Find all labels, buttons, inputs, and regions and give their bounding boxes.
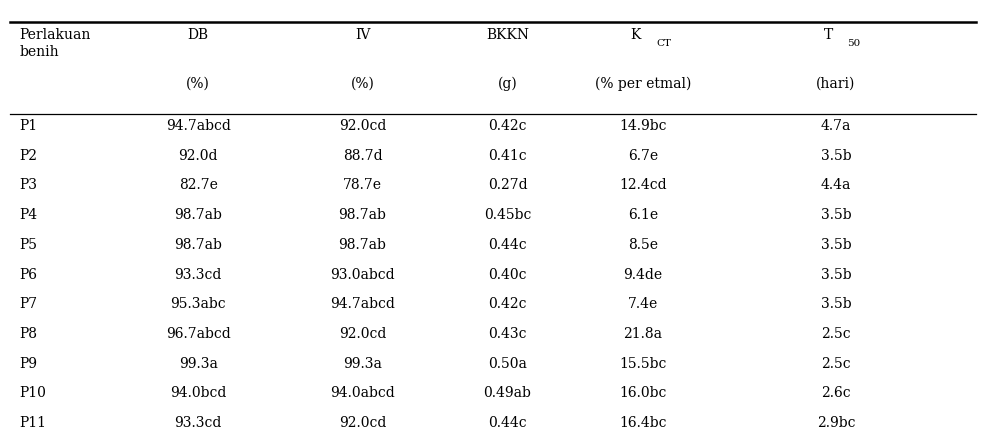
Text: 99.3a: 99.3a [343, 357, 382, 371]
Text: 0.41c: 0.41c [488, 149, 527, 163]
Text: 16.0bc: 16.0bc [619, 387, 667, 401]
Text: 14.9bc: 14.9bc [619, 119, 667, 133]
Text: K: K [630, 29, 640, 42]
Text: 82.7e: 82.7e [178, 178, 218, 192]
Text: 2.6c: 2.6c [821, 387, 851, 401]
Text: P3: P3 [20, 178, 37, 192]
Text: 92.0d: 92.0d [178, 149, 218, 163]
Text: 21.8a: 21.8a [623, 327, 663, 341]
Text: 4.7a: 4.7a [820, 119, 851, 133]
Text: (%): (%) [351, 77, 375, 91]
Text: 96.7abcd: 96.7abcd [166, 327, 231, 341]
Text: 78.7e: 78.7e [343, 178, 382, 192]
Text: 4.4a: 4.4a [820, 178, 851, 192]
Text: 0.44c: 0.44c [488, 416, 527, 430]
Text: 94.7abcd: 94.7abcd [166, 119, 231, 133]
Text: (g): (g) [498, 77, 518, 91]
Text: 7.4e: 7.4e [628, 297, 658, 311]
Text: 50: 50 [847, 39, 860, 49]
Text: P8: P8 [20, 327, 37, 341]
Text: 93.0abcd: 93.0abcd [330, 268, 394, 281]
Text: 3.5b: 3.5b [820, 297, 851, 311]
Text: P6: P6 [20, 268, 37, 281]
Text: 0.42c: 0.42c [488, 119, 527, 133]
Text: 0.43c: 0.43c [488, 327, 527, 341]
Text: BKKN: BKKN [486, 29, 529, 42]
Text: 99.3a: 99.3a [178, 357, 218, 371]
Text: 93.3cd: 93.3cd [175, 268, 222, 281]
Text: P5: P5 [20, 238, 37, 252]
Text: 98.7ab: 98.7ab [175, 208, 222, 222]
Text: P11: P11 [20, 416, 46, 430]
Text: IV: IV [355, 29, 370, 42]
Text: P4: P4 [20, 208, 37, 222]
Text: P7: P7 [20, 297, 37, 311]
Text: P9: P9 [20, 357, 37, 371]
Text: 92.0cd: 92.0cd [339, 119, 387, 133]
Text: P2: P2 [20, 149, 37, 163]
Text: P10: P10 [20, 387, 46, 401]
Text: 0.49ab: 0.49ab [483, 387, 531, 401]
Text: 9.4de: 9.4de [623, 268, 663, 281]
Text: 2.5c: 2.5c [821, 327, 851, 341]
Text: T: T [823, 29, 833, 42]
Text: Perlakuan
benih: Perlakuan benih [20, 29, 91, 59]
Text: 92.0cd: 92.0cd [339, 327, 387, 341]
Text: (%): (%) [186, 77, 210, 91]
Text: 88.7d: 88.7d [343, 149, 383, 163]
Text: 8.5e: 8.5e [628, 238, 658, 252]
Text: 94.7abcd: 94.7abcd [330, 297, 395, 311]
Text: 0.45bc: 0.45bc [484, 208, 531, 222]
Text: 2.9bc: 2.9bc [816, 416, 855, 430]
Text: 3.5b: 3.5b [820, 149, 851, 163]
Text: 95.3abc: 95.3abc [171, 297, 226, 311]
Text: CT: CT [657, 39, 671, 49]
Text: 94.0abcd: 94.0abcd [330, 387, 395, 401]
Text: 98.7ab: 98.7ab [175, 238, 222, 252]
Text: 2.5c: 2.5c [821, 357, 851, 371]
Text: 0.27d: 0.27d [488, 178, 528, 192]
Text: 0.50a: 0.50a [488, 357, 527, 371]
Text: 6.1e: 6.1e [628, 208, 658, 222]
Text: 98.7ab: 98.7ab [338, 238, 387, 252]
Text: 3.5b: 3.5b [820, 268, 851, 281]
Text: 93.3cd: 93.3cd [175, 416, 222, 430]
Text: 0.40c: 0.40c [488, 268, 527, 281]
Text: 98.7ab: 98.7ab [338, 208, 387, 222]
Text: 12.4cd: 12.4cd [619, 178, 667, 192]
Text: DB: DB [187, 29, 209, 42]
Text: 92.0cd: 92.0cd [339, 416, 387, 430]
Text: 3.5b: 3.5b [820, 238, 851, 252]
Text: 3.5b: 3.5b [820, 208, 851, 222]
Text: 94.0bcd: 94.0bcd [171, 387, 227, 401]
Text: 16.4bc: 16.4bc [619, 416, 667, 430]
Text: 0.42c: 0.42c [488, 297, 527, 311]
Text: 15.5bc: 15.5bc [619, 357, 667, 371]
Text: 0.44c: 0.44c [488, 238, 527, 252]
Text: (hari): (hari) [816, 77, 856, 91]
Text: P1: P1 [20, 119, 37, 133]
Text: (% per etmal): (% per etmal) [595, 77, 691, 91]
Text: 6.7e: 6.7e [628, 149, 658, 163]
